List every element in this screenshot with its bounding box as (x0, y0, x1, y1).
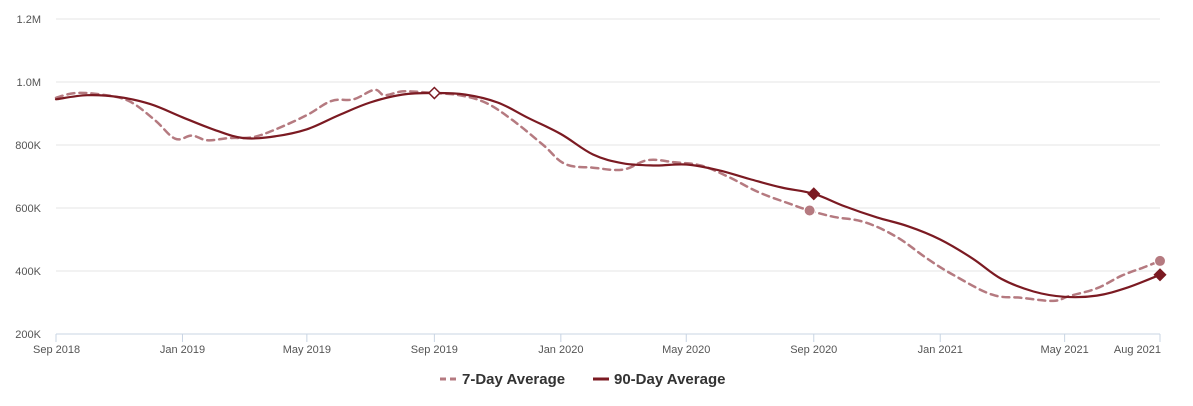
x-tick-label-sep-2020: Sep 2020 (790, 344, 837, 356)
x-tick-label-may-2019: May 2019 (283, 344, 331, 356)
y-tick-label-1-0m: 1.0M (17, 77, 41, 89)
series-lines (54, 88, 1162, 303)
series-line-90-day-average (54, 91, 1162, 299)
x-tick-label-may-2021: May 2021 (1040, 344, 1088, 356)
x-tick-label-jan-2021: Jan 2021 (918, 344, 963, 356)
x-tick-label-may-2020: May 2020 (662, 344, 710, 356)
x-tick-label-sep-2018: Sep 2018 (33, 344, 80, 356)
legend-label-7-day: 7-Day Average (462, 371, 565, 388)
y-tick-label-1-2m: 1.2M (17, 14, 41, 26)
x-tick-label-sep-2019: Sep 2019 (411, 344, 458, 356)
legend-item-90-day[interactable]: 90-Day Average (593, 371, 725, 388)
data-markers (427, 86, 1167, 282)
legend-item-7-day[interactable]: 7-Day Average (440, 371, 565, 388)
grid-lines (56, 18, 1160, 272)
marker-7-day-average-2021-08-01 (1154, 254, 1166, 267)
marker-90-day-average-2020-09-01 (807, 187, 821, 201)
y-axis-tick-labels: 200K 400K 600K 800K 1.0M 1.2M (15, 14, 41, 341)
legend-label-90-day: 90-Day Average (614, 371, 725, 388)
marker-90-day-average-2019-09-01 (427, 86, 441, 100)
legend: 7-Day Average 90-Day Average (440, 371, 725, 388)
series-line-7-day-average (54, 88, 1162, 303)
y-tick-label-600k: 600K (15, 203, 41, 215)
y-tick-label-800k: 800K (15, 140, 41, 152)
y-tick-label-200k: 200K (15, 329, 41, 341)
x-tick-label-aug-2021: Aug 2021 (1114, 344, 1161, 356)
y-tick-label-400k: 400K (15, 266, 41, 278)
x-tick-label-jan-2020: Jan 2020 (538, 344, 583, 356)
x-axis: Sep 2018 Jan 2019 May 2019 Sep 2019 Jan 2020… (33, 333, 1161, 356)
x-tick-label-jan-2019: Jan 2019 (160, 344, 205, 356)
marker-7-day-average-2020-08-28 (803, 204, 816, 217)
marker-90-day-average-2021-08-01 (1153, 268, 1167, 282)
